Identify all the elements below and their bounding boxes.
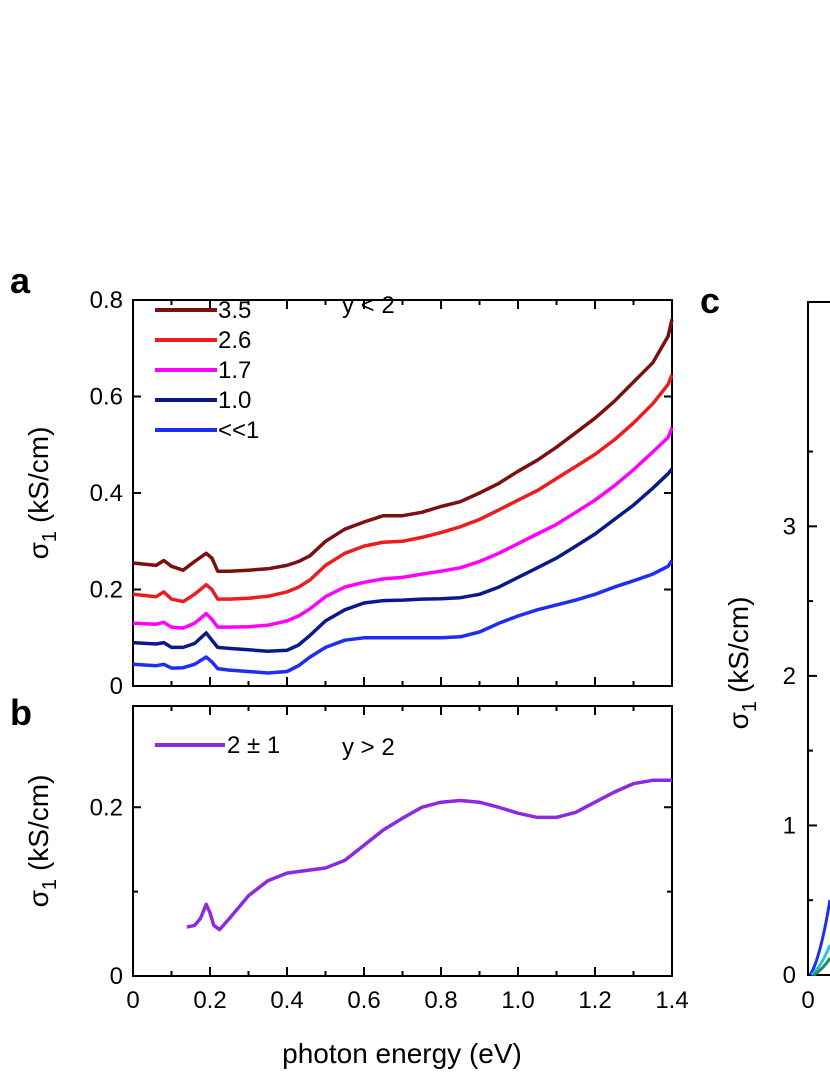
panel-c-ylabel-sigma: σ — [723, 712, 754, 729]
x-axis-title: photon energy (eV) — [282, 1038, 522, 1069]
b-x-tick-label: 1.4 — [655, 987, 688, 1014]
c-y-tick-label: 2 — [783, 663, 796, 690]
c-y-tick-label: 3 — [783, 513, 796, 540]
panel-b-x-ticks: 0 0.2 0.4 0.6 0.8 1.0 1.2 1.4 — [126, 706, 689, 1014]
b-legend-label: 2 ± 1 — [227, 732, 280, 759]
panel-b-series — [186, 778, 672, 932]
svg-text:σ1(kS/cm): σ1 (kS/cm) — [723, 597, 761, 730]
panel-a-y-axis-title: σ1 (kS/cm) — [23, 427, 61, 560]
b-x-tick-label: 0.6 — [347, 987, 380, 1014]
b-x-tick-label: 0.2 — [193, 987, 226, 1014]
panel-c-frame — [807, 301, 830, 976]
b-y-tick-label: 0.2 — [90, 794, 123, 821]
panel-b-y-ticks: 00.2 — [90, 794, 672, 990]
a-series-line — [132, 318, 674, 573]
a-legend-label: 3.5 — [218, 297, 251, 324]
b-x-tick-label: 0.4 — [270, 987, 303, 1014]
panel-c-curve-teal — [813, 957, 830, 977]
a-legend-label: 1.7 — [218, 357, 251, 384]
svg-text:σ1(kS/cm): σ1 (kS/cm) — [23, 427, 61, 560]
a-legend-label: 1.0 — [218, 387, 251, 414]
panel-c-y-axis-title: σ1 (kS/cm) — [723, 597, 761, 730]
b-y-tick-label: 0 — [110, 963, 123, 990]
a-y-tick-label: 0.6 — [90, 384, 123, 411]
a-legend-label: <<1 — [218, 417, 259, 444]
panel-b-ylabel-sigma: σ — [23, 890, 54, 907]
panel-a-x-ticks — [132, 300, 673, 686]
panel-b-ylabel-unit: (kS/cm) — [23, 775, 54, 871]
b-x-tick-label: 1.2 — [578, 987, 611, 1014]
a-series-line — [132, 427, 674, 630]
panel-a-ylabel-sigma: σ — [23, 542, 54, 559]
panel-b-ylabel-sub: 1 — [39, 879, 61, 890]
b-x-tick-label: 1.0 — [501, 987, 534, 1014]
panel-b-legend-title: y > 2 — [342, 734, 395, 761]
b-x-tick-label: 0.8 — [424, 987, 457, 1014]
b-x-tick-label: 0 — [126, 987, 139, 1014]
panel-c-y-ticks: 0 1 2 3 — [783, 450, 817, 989]
panel-c-ylabel-unit: (kS/cm) — [723, 597, 754, 693]
a-y-tick-label: 0 — [110, 673, 123, 700]
panel-c-x-tick-label: 0 — [801, 987, 814, 1014]
c-y-tick-label: 0 — [783, 962, 796, 989]
panel-letter-c: c — [700, 280, 720, 321]
svg-text:σ1(kS/cm): σ1 (kS/cm) — [23, 775, 61, 908]
panel-a-series — [132, 318, 674, 675]
panel-c-curve-blue — [808, 899, 830, 976]
panel-b-y-axis-title: σ1 (kS/cm) — [23, 775, 61, 908]
panel-b-legend: 2 ± 1 — [155, 732, 280, 759]
panel-a-y-ticks: 0 0.2 0.4 0.6 0.8 — [90, 287, 672, 700]
panel-a-ylabel-unit: (kS/cm) — [23, 427, 54, 523]
panel-a-legend: 3.5 2.6 1.7 1.0 <<1 — [155, 297, 259, 444]
a-series-line — [132, 374, 674, 604]
panel-a-legend-title: y < 2 — [342, 292, 395, 319]
a-series-line — [132, 559, 674, 675]
b-series-line — [186, 778, 672, 932]
panel-c-curve-cyan — [810, 944, 830, 977]
panel-a-plot: 0 0.2 0.4 0.6 0.8 3.5 2.6 1.7 1.0 <<1 y < 2 σ1 (k… — [23, 287, 674, 700]
panel-a-frame — [132, 299, 673, 687]
panel-letter-b: b — [10, 692, 32, 733]
a-legend-label: 2.6 — [218, 327, 251, 354]
a-series-line — [132, 467, 674, 654]
a-y-tick-label: 0.8 — [90, 287, 123, 314]
panel-letter-a: a — [10, 260, 31, 301]
panel-c-curve-stubs — [808, 899, 830, 977]
panel-b-plot: 00.2 0 0.2 0.4 0.6 0.8 1.0 1.2 1.4 2 ± 1 y > 2 … — [23, 705, 689, 1069]
panel-c-ylabel-sub: 1 — [739, 701, 761, 712]
a-y-tick-label: 0.4 — [90, 480, 123, 507]
c-y-tick-label: 1 — [783, 812, 796, 839]
a-y-tick-label: 0.2 — [90, 577, 123, 604]
panel-a-ylabel-sub: 1 — [39, 531, 61, 542]
